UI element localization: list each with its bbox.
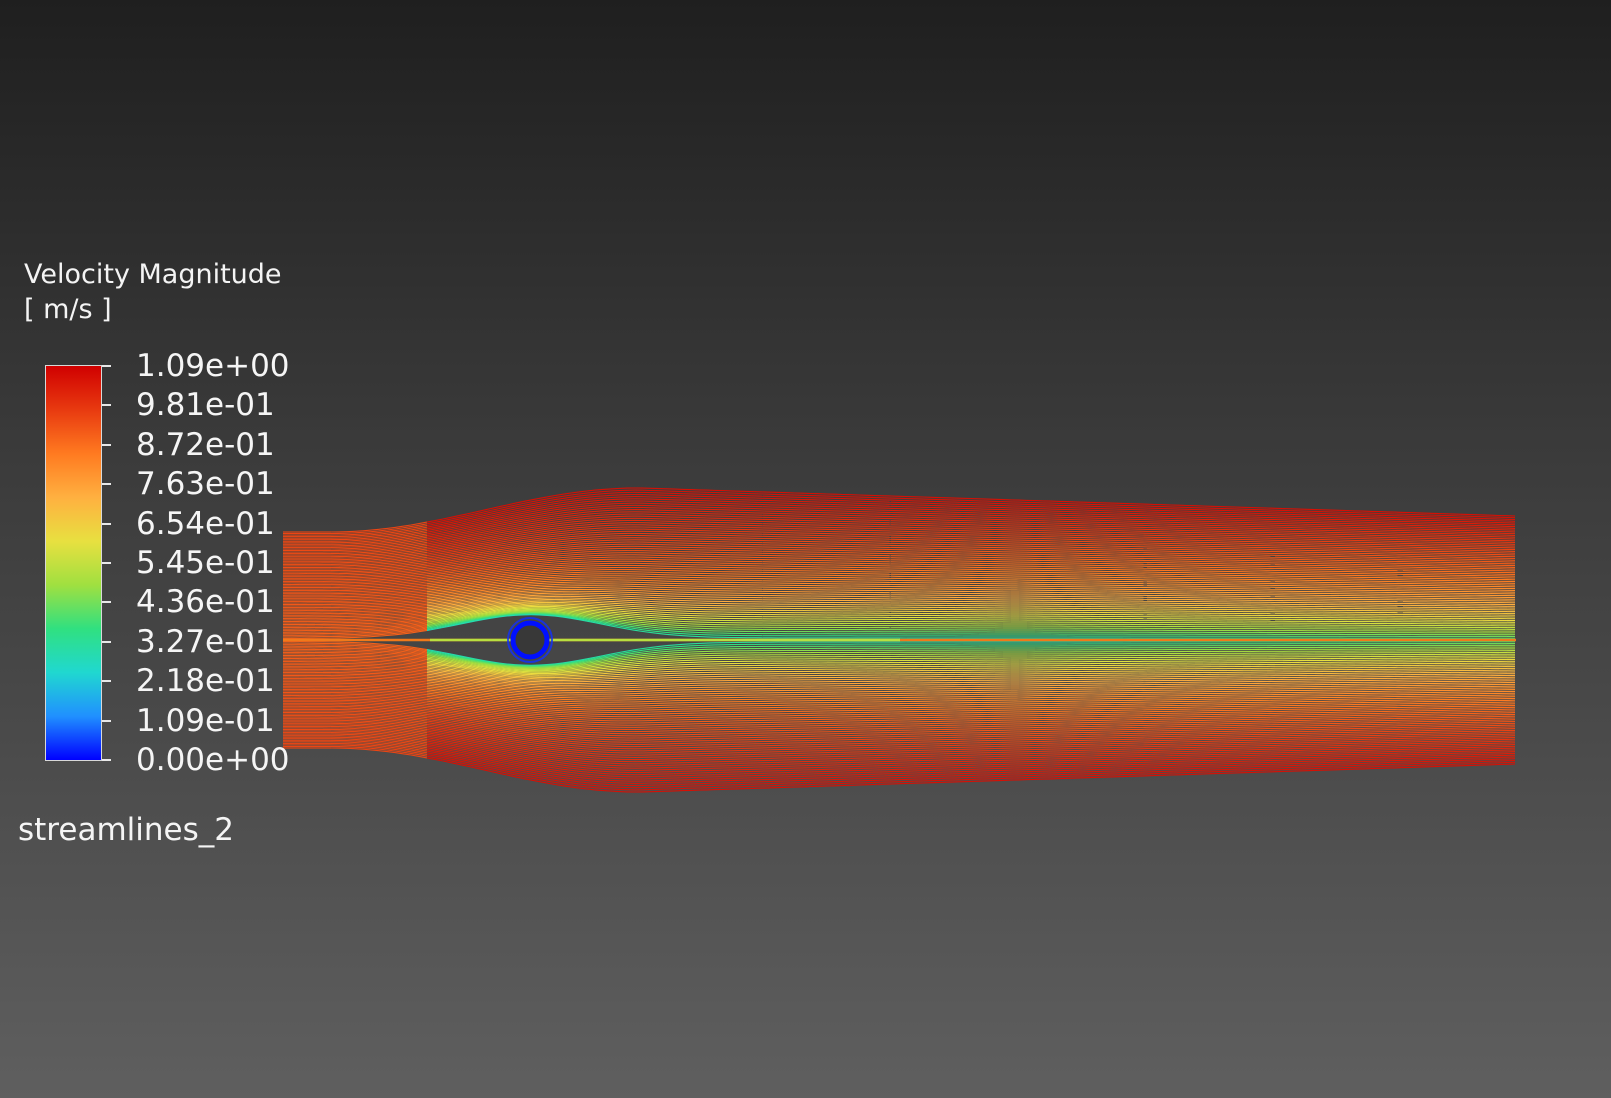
legend-unit: [ m/s ] xyxy=(24,293,112,327)
plot-name-label: streamlines_2 xyxy=(18,811,234,849)
legend-title: Velocity Magnitude xyxy=(24,258,282,292)
legend-tick-label: 2.18e-01 xyxy=(136,663,275,699)
legend-tick-mark xyxy=(102,483,111,486)
streamlines-group xyxy=(282,487,1516,793)
legend-tick-mark xyxy=(102,443,111,446)
legend-tick-mark xyxy=(102,562,111,564)
legend-tick-label: 3.27e-01 xyxy=(136,624,275,660)
legend-tick-label: 4.36e-01 xyxy=(136,584,275,620)
legend-tick-label: 1.09e-01 xyxy=(136,703,275,739)
legend-tick-label: 0.00e+00 xyxy=(136,742,290,778)
legend-tick-label: 7.63e-01 xyxy=(136,466,275,502)
legend-tick-mark xyxy=(102,522,111,525)
color-bar xyxy=(45,365,102,761)
legend-tick-mark xyxy=(102,404,111,407)
legend-tick-label: 6.54e-01 xyxy=(136,506,275,542)
legend-tick-mark xyxy=(102,640,111,643)
legend-tick-label: 1.09e+00 xyxy=(136,348,290,384)
legend-tick-label: 9.81e-01 xyxy=(136,387,275,423)
legend-tick-label: 8.72e-01 xyxy=(136,427,275,463)
cylinder-obstacle xyxy=(507,617,553,663)
color-legend: Velocity Magnitude [ m/s ] 1.09e+00 9.81e… xyxy=(0,0,340,880)
legend-tick-mark xyxy=(102,719,111,722)
legend-tick-mark xyxy=(102,365,111,367)
legend-tick-label: 5.45e-01 xyxy=(136,545,275,581)
legend-tick-mark xyxy=(102,680,111,683)
legend-tick-mark xyxy=(102,601,111,604)
legend-tick-mark xyxy=(102,759,111,761)
